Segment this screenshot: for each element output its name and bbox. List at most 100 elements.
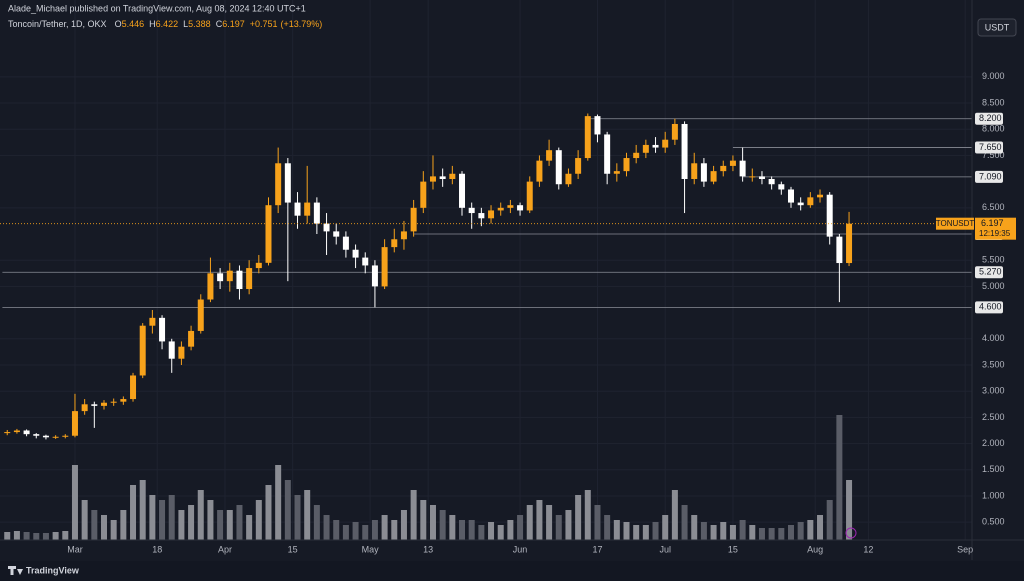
candle-body <box>149 317 156 326</box>
volume-bar <box>778 528 785 540</box>
volume-bar <box>439 510 446 540</box>
event-icon[interactable] <box>845 527 857 539</box>
volume-bar <box>71 465 78 540</box>
volume-bar <box>207 500 214 540</box>
legend-value: 6.197 <box>222 19 245 29</box>
volume-bar <box>720 522 727 540</box>
volume-bar <box>459 520 466 540</box>
candle-body <box>420 181 427 208</box>
candle-body <box>294 202 301 216</box>
volume-bar <box>188 505 195 540</box>
volume-bar <box>652 522 659 540</box>
candle-body <box>758 176 765 179</box>
legend-value: 5.446 <box>122 19 145 29</box>
volume-bar <box>758 528 765 540</box>
candle-body <box>449 173 456 179</box>
volume-bar <box>246 515 253 540</box>
legend-symbol: Toncoin/Tether, 1D, OKX <box>8 19 107 29</box>
level-tag <box>975 170 1003 183</box>
x-tick-label: 15 <box>728 544 738 554</box>
y-tick-label: 2.000 <box>982 438 1005 448</box>
volume-bar <box>729 525 736 540</box>
volume-bar <box>642 525 649 540</box>
candle-body <box>575 158 582 174</box>
volume-bar <box>275 465 282 540</box>
candle-body <box>178 346 185 359</box>
candle-body <box>236 270 243 290</box>
candle-body <box>81 404 88 412</box>
currency-button[interactable] <box>977 18 1017 37</box>
volume-bar <box>304 490 311 540</box>
y-tick-label: 9.000 <box>982 71 1005 81</box>
volume-bar <box>768 528 775 540</box>
level-label: 8.200 <box>979 113 1002 123</box>
candle-body <box>110 401 117 403</box>
volume-bar <box>400 510 407 540</box>
candle-body <box>459 173 466 208</box>
candle-body <box>633 152 640 159</box>
volume-bar <box>381 515 388 540</box>
candle-body <box>729 160 736 166</box>
price-tag <box>975 217 1016 240</box>
currency-label[interactable]: USDT <box>985 22 1010 32</box>
brand-name: TradingView <box>26 565 80 575</box>
volume-bar <box>265 485 272 540</box>
level-label: 7.650 <box>979 142 1002 152</box>
candle-body <box>52 436 59 438</box>
x-tick-label: Jun <box>513 544 528 554</box>
volume-bar <box>817 515 824 540</box>
volume-bar <box>449 515 456 540</box>
legend: Toncoin/Tether, 1D, OKX O5.446 H6.422 L5.38… <box>8 19 322 29</box>
volume-bar <box>391 520 398 540</box>
y-tick-label: 7.500 <box>982 150 1005 160</box>
volume-bar <box>749 525 756 540</box>
candle-body <box>188 330 195 347</box>
x-tick-label: May <box>362 544 380 554</box>
publisher-header: Alade_Michael published on TradingView.c… <box>8 3 306 13</box>
volume-bar <box>159 500 166 540</box>
candle-body <box>410 207 417 232</box>
candle-body <box>497 207 504 211</box>
volume-bar <box>739 520 746 540</box>
y-tick-label: 2.500 <box>982 412 1005 422</box>
candle-body <box>391 239 398 248</box>
candle-body <box>526 181 533 211</box>
level-tag <box>975 112 1003 125</box>
candle-body <box>226 270 233 282</box>
candle-body <box>323 223 330 232</box>
candle-body <box>846 223 853 264</box>
candle-body <box>304 202 311 216</box>
candle-body <box>265 205 272 263</box>
candle-body <box>546 150 553 161</box>
candle-body <box>778 184 785 190</box>
candle-body <box>836 236 843 264</box>
volume-bar <box>333 520 340 540</box>
candle-body <box>439 176 446 179</box>
plot <box>0 0 972 540</box>
volume-bar <box>681 505 688 540</box>
candle-body <box>768 178 775 185</box>
volume-bar <box>371 520 378 540</box>
volume-bar <box>594 505 601 540</box>
y-tick-label: 8.000 <box>982 124 1005 134</box>
candle-body <box>817 194 824 198</box>
volume-bar <box>226 510 233 540</box>
candle-body <box>739 160 746 177</box>
candle-body <box>662 139 669 148</box>
legend-key: H <box>149 19 156 29</box>
volume-bar <box>517 515 524 540</box>
candle-body <box>246 268 253 290</box>
candle-body <box>33 434 40 436</box>
volume-bar <box>284 480 291 540</box>
volume-bar <box>555 515 562 540</box>
y-tick-label: 4.000 <box>982 333 1005 343</box>
candle-body <box>197 299 204 331</box>
brand-logo <box>8 566 23 575</box>
y-tick-label: 6.500 <box>982 202 1005 212</box>
candle-body <box>255 262 262 269</box>
countdown-label: 12:19:35 <box>979 229 1011 238</box>
volume-bar <box>546 505 553 540</box>
volume-bar <box>168 495 175 540</box>
candle-body <box>120 399 127 402</box>
candle-body <box>623 158 630 172</box>
